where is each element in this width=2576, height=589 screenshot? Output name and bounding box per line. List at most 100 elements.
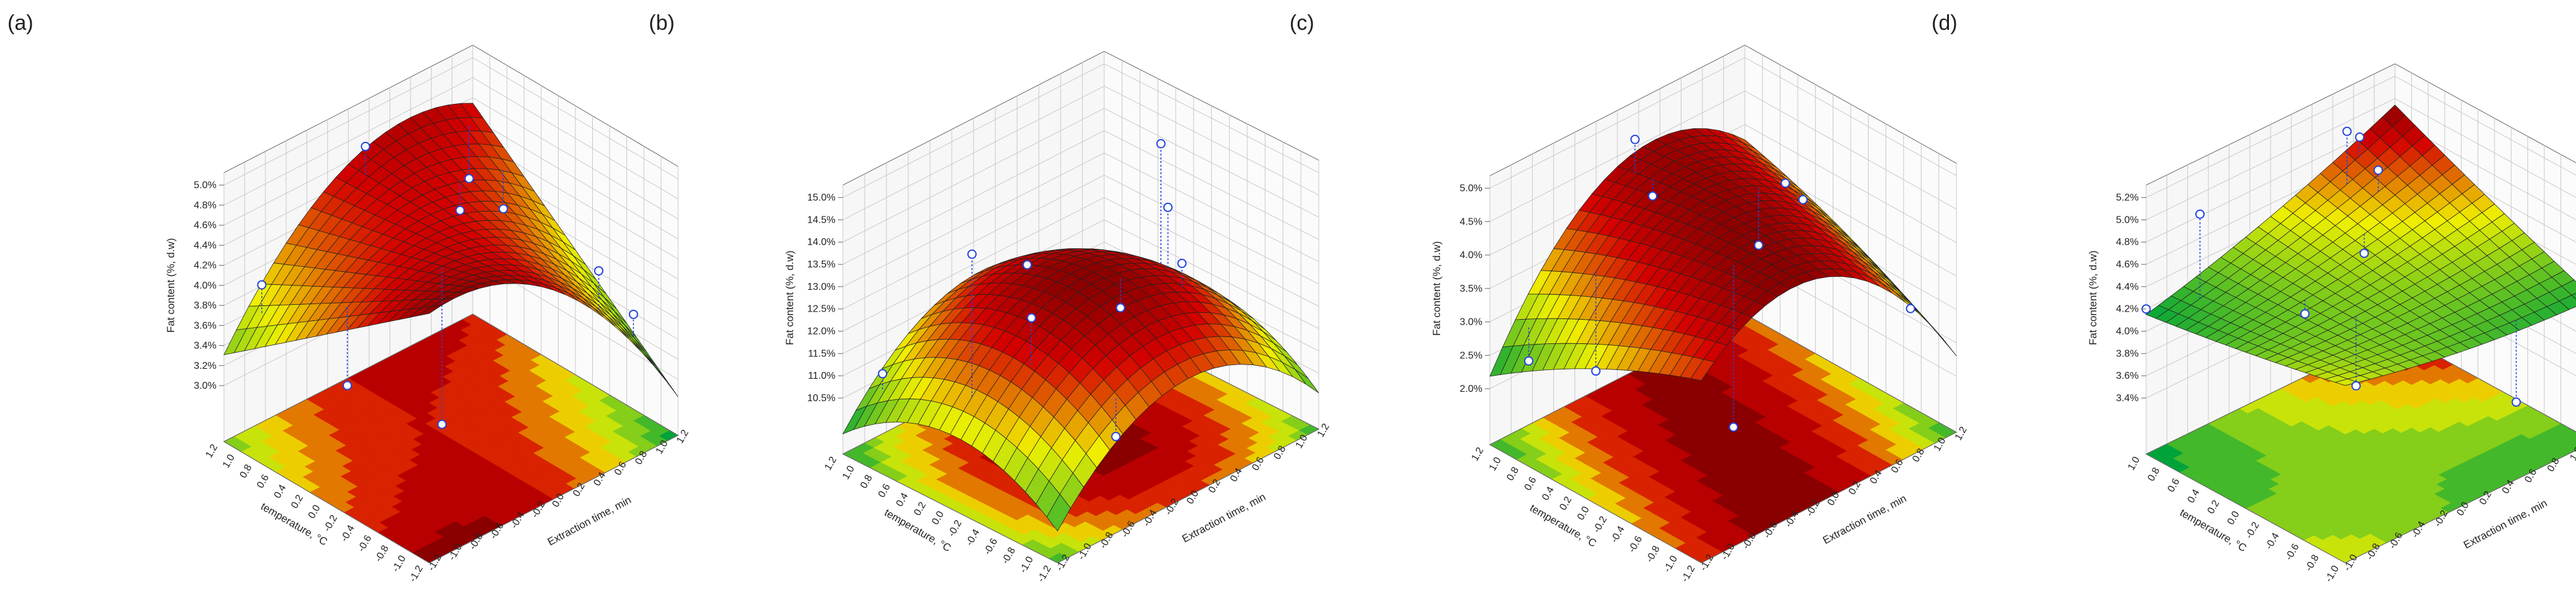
z-tick-label: 13.5%	[807, 259, 835, 270]
z-tick-label: 3.6%	[194, 320, 216, 331]
y-tick-label: 0.8	[238, 463, 254, 480]
data-point	[2300, 309, 2310, 319]
y-tick-label: 0.2	[2206, 498, 2222, 516]
y-tick-label: 0.4	[895, 491, 911, 509]
z-tick-label: 3.2%	[194, 361, 216, 371]
y-tick-label: -0.2	[1591, 514, 1609, 534]
y-tick-label: 0.4	[272, 483, 289, 500]
y-tick-label: -0.2	[946, 519, 964, 539]
data-point	[2342, 126, 2352, 136]
y-tick-label: -0.6	[2284, 542, 2302, 562]
z-tick-label: 3.0%	[1460, 317, 1482, 328]
y-tick-label: 0.6	[255, 473, 271, 490]
y-tick-label: 0.2	[1558, 495, 1574, 512]
y-tick-label: 1.2	[1470, 445, 1486, 463]
z-tick-label: 4.0%	[2116, 327, 2139, 337]
z-tick-label: 4.8%	[2116, 237, 2139, 248]
y-tick-label: -0.6	[982, 537, 1000, 557]
y-tick-label: 0.0	[307, 503, 323, 521]
data-point	[2373, 165, 2383, 175]
data-point	[967, 249, 977, 259]
panel-label: (d)	[1932, 11, 1958, 35]
panel-label: (a)	[7, 11, 34, 35]
z-tick-label: 5.0%	[194, 180, 216, 191]
data-point	[1115, 303, 1125, 313]
z-tick-label: 11.5%	[808, 348, 835, 359]
panel-label: (c)	[1290, 11, 1314, 35]
data-point	[1524, 356, 1533, 366]
y-tick-label: 1.0	[221, 453, 237, 470]
y-tick-label: 1.2	[823, 455, 839, 472]
data-point	[2511, 397, 2521, 407]
z-tick-label: 14.5%	[807, 215, 835, 225]
z-tick-label: 5.0%	[2116, 215, 2139, 225]
z-axis-label: Fat content (%, d.w)	[784, 251, 796, 345]
y-tick-label: -0.6	[1627, 534, 1645, 554]
gridline	[1489, 90, 1957, 222]
data-point	[1648, 191, 1658, 201]
data-point	[1163, 202, 1173, 212]
response-surface	[1489, 128, 1957, 381]
gridline	[842, 197, 1319, 332]
z-tick-label: 14.0%	[807, 237, 835, 248]
y-tick-label: -1.0	[1018, 555, 1036, 575]
gridline	[1489, 57, 1957, 189]
y-tick-label: -0.8	[1644, 544, 1662, 564]
data-point	[1630, 134, 1640, 144]
z-tick-label: 4.2%	[194, 261, 216, 271]
y-tick-label: -1.2	[1036, 563, 1054, 583]
data-point	[2360, 248, 2369, 258]
z-axis-label: Fat content (%, d.w)	[165, 238, 177, 333]
gridline	[223, 57, 679, 186]
z-tick-label: 4.4%	[194, 240, 216, 251]
z-tick-label: 12.0%	[807, 327, 835, 337]
floor-outline	[223, 313, 679, 563]
data-point	[361, 142, 370, 152]
z-tick-label: 3.4%	[2116, 393, 2139, 404]
data-point	[1729, 422, 1739, 432]
y-tick-label: -0.6	[356, 534, 374, 554]
data-point	[455, 205, 465, 215]
data-point	[1591, 366, 1601, 376]
z-tick-label: 3.0%	[194, 381, 216, 391]
y-tick-label: -1.2	[1680, 563, 1698, 583]
y-tick-label: 0.8	[858, 473, 875, 491]
chart-panel-a: (a) 3.0% 3.2% 3.4% 3.6% 3.8% 4.0% 4.2% 4.4% 4.6%…	[7, 11, 691, 584]
z-tick-label: 2.0%	[1460, 384, 1482, 394]
z-tick-label: 4.6%	[2116, 259, 2139, 270]
data-point	[257, 280, 267, 290]
y-tick-label: 0.0	[1576, 504, 1592, 522]
z-tick-label: 4.2%	[2116, 304, 2139, 315]
y-tick-label: -0.4	[1609, 524, 1627, 544]
z-tick-label: 4.6%	[194, 220, 216, 231]
y-tick-label: -1.0	[390, 554, 408, 573]
data-point	[1111, 432, 1121, 442]
data-point	[1026, 313, 1036, 323]
z-tick-label: 2.5%	[1460, 350, 1482, 361]
data-point	[594, 266, 603, 276]
y-tick-label: 1.2	[204, 442, 220, 460]
z-tick-label: 3.8%	[194, 300, 216, 311]
y-tick-label: 1.0	[840, 464, 857, 481]
y-tick-label: 1.0	[1487, 455, 1504, 473]
observed-points	[257, 126, 638, 429]
y-tick-label: 0.2	[912, 500, 928, 517]
y-tick-label: -0.2	[2244, 520, 2262, 540]
gridline	[842, 108, 1319, 243]
gridline	[842, 130, 1319, 265]
y-tick-label: -0.4	[2264, 531, 2282, 551]
z-tick-label: 4.4%	[2116, 282, 2139, 292]
chart-panel-d: (d) 3.4% 3.6% 3.8% 4.0% 4.2% 4.4% 4.6% 4.8% 5.0%…	[1932, 11, 2576, 584]
floor-contour	[223, 313, 679, 563]
data-point	[1780, 178, 1790, 188]
z-tick-label: 3.8%	[2116, 348, 2139, 359]
gridline	[223, 97, 679, 226]
y-tick-label: -1.0	[2323, 563, 2341, 583]
y-tick-label: -0.4	[339, 523, 357, 543]
y-tick-label: 0.6	[876, 482, 893, 499]
gridline	[1489, 124, 1957, 256]
z-tick-label: 3.4%	[194, 341, 216, 351]
gridline	[842, 219, 1319, 354]
x-axis-label: Extraction time, min	[2462, 497, 2549, 551]
y-tick-label: 0.8	[1505, 465, 1521, 483]
